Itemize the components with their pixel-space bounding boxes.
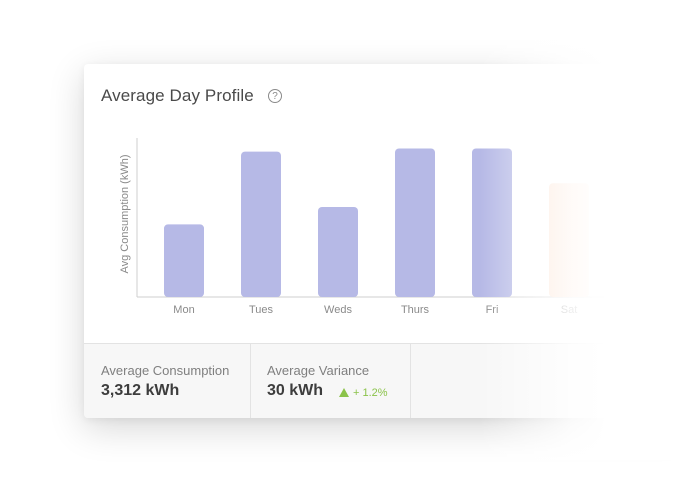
bar-mon[interactable]: [164, 224, 204, 297]
triangle-up-icon: [339, 388, 349, 397]
stat-value: 3,312 kWh: [101, 382, 179, 400]
average-day-profile-card: Average Day Profile ? Avg Consumption (k…: [84, 64, 684, 418]
stat-label: Average Consumption: [101, 363, 229, 378]
x-tick-label: Sat: [561, 304, 578, 316]
bar-tues[interactable]: [241, 152, 281, 297]
variance-change: + 1.2%: [339, 387, 388, 399]
bar-fri[interactable]: [472, 148, 512, 297]
x-tick-label: Tues: [249, 304, 274, 316]
stat-average-variance: Average Variance 30 kWh + 1.2%: [250, 344, 411, 418]
y-axis-label: Avg Consumption (kWh): [119, 154, 131, 273]
stat-value: 30 kWh: [267, 382, 323, 400]
bar-sat[interactable]: [549, 183, 589, 297]
variance-change-value: + 1.2%: [353, 387, 388, 399]
bar-chart: Avg Consumption (kWh) Mon Tues Weds Thurs Fr…: [84, 64, 684, 334]
x-tick-label: Mon: [173, 304, 194, 316]
stat-label: Average Variance: [267, 363, 369, 378]
bar-weds[interactable]: [318, 207, 358, 297]
x-tick-label: Weds: [324, 304, 352, 316]
x-tick-label: Thurs: [401, 304, 430, 316]
stat-average-consumption: Average Consumption 3,312 kWh: [84, 344, 251, 418]
bar-thurs[interactable]: [395, 148, 435, 297]
stats-footer: Average Consumption 3,312 kWh Average Va…: [84, 343, 684, 418]
x-tick-label: Fri: [486, 304, 499, 316]
